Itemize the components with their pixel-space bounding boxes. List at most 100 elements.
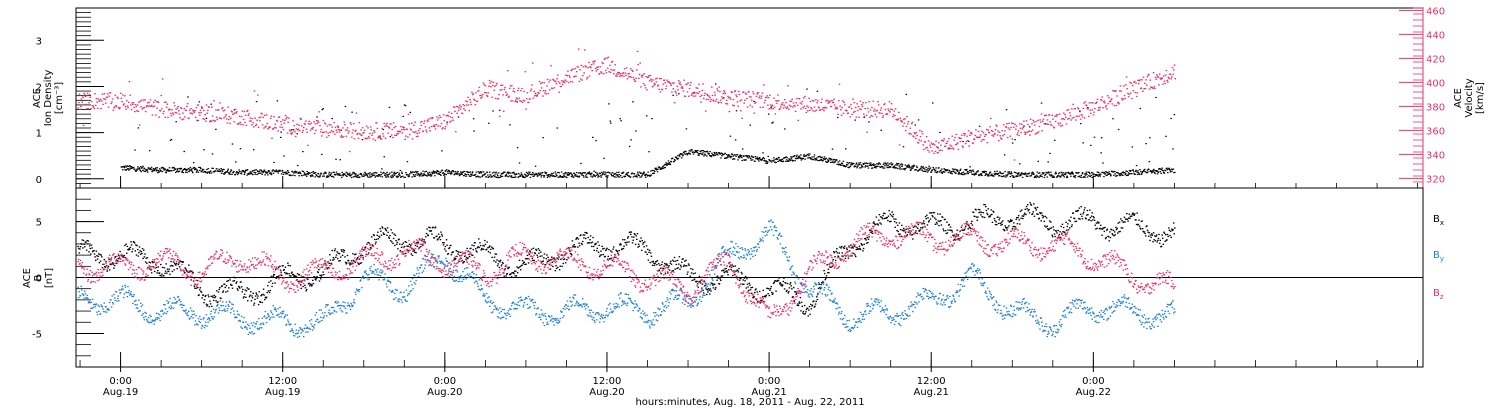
density-point [669,163,672,166]
velocity-point [992,135,995,137]
density-point [406,161,409,163]
density-point [831,148,834,150]
density-point [595,174,598,176]
field-point [248,295,251,298]
density-point [745,159,747,161]
velocity-point [411,138,414,140]
density-point [123,166,126,169]
density-point [1024,172,1027,174]
field-point [372,234,375,236]
velocity-point [810,107,812,109]
field-point [223,283,226,285]
density-point [618,173,621,176]
density-point [362,175,365,177]
density-point [985,171,987,173]
density-point [236,171,238,174]
velocity-point [171,112,174,114]
velocity-point [293,125,296,127]
velocity-point [542,95,544,97]
density-point [610,173,612,176]
density-point [882,167,884,169]
velocity-point [319,131,322,133]
field-point [334,248,337,250]
velocity-point [939,144,942,146]
density-point [505,174,507,177]
velocity-point [578,80,581,83]
field-point [607,255,610,258]
density-point [1166,167,1168,169]
density-point [631,172,634,174]
field-point [595,242,597,245]
density-point [491,176,493,178]
field-point [550,256,553,258]
velocity-point [950,145,953,147]
velocity-point [192,109,194,111]
velocity-point [1165,69,1168,72]
density-point [578,176,580,178]
density-point [489,174,492,176]
velocity-point [727,97,730,99]
density-point [943,168,945,170]
density-point [315,174,317,176]
density-point [680,153,682,155]
density-point [515,173,518,175]
density-point [203,149,205,151]
density-point [704,153,706,155]
density-point [716,154,719,156]
density-point [683,151,685,153]
field-point [145,257,147,259]
velocity-point [150,104,153,107]
velocity-point [1085,105,1088,107]
velocity-point [898,111,900,114]
velocity-point [1121,97,1123,100]
velocity-point [244,121,246,124]
velocity-point [900,119,902,122]
velocity-point [700,101,702,103]
velocity-point [919,129,921,132]
field-point [209,303,212,305]
density-point [879,163,882,165]
velocity-tick-label: 440 [1426,30,1445,41]
density-point [1006,174,1009,176]
density-point [459,174,462,176]
velocity-point [725,102,727,105]
field-point [361,248,363,250]
density-point [369,176,372,178]
density-point [1070,175,1072,177]
field-point [566,259,568,261]
velocity-point [675,92,677,94]
velocity-point [418,132,421,134]
density-point [872,163,875,165]
density-point [771,159,774,162]
velocity-point [858,116,860,118]
density-point [1167,171,1169,174]
density-point [646,174,648,176]
density-point [737,156,740,158]
density-point [261,173,263,175]
velocity-point [968,145,970,147]
field-point [121,254,123,256]
field-point [98,253,100,255]
velocity-point [511,85,513,87]
velocity-point [210,120,213,122]
velocity-point [341,136,344,138]
field-point [668,269,671,271]
velocity-point [738,90,740,93]
density-point [317,173,320,175]
velocity-point [1039,121,1042,123]
density-point [340,129,342,131]
density-point [423,173,426,176]
velocity-point [597,66,600,68]
density-point [355,176,358,178]
density-point [925,166,927,169]
velocity-point [853,101,856,104]
field-point [586,232,588,234]
velocity-point [1061,124,1064,127]
density-point [1103,176,1105,178]
field-point [576,236,578,239]
velocity-point [565,80,568,82]
velocity-point [369,126,372,128]
density-point [609,120,612,122]
velocity-point [483,83,485,86]
density-point [1057,175,1059,177]
